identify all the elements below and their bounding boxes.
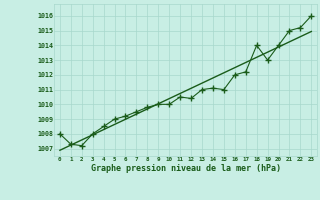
X-axis label: Graphe pression niveau de la mer (hPa): Graphe pression niveau de la mer (hPa) [91, 164, 281, 173]
